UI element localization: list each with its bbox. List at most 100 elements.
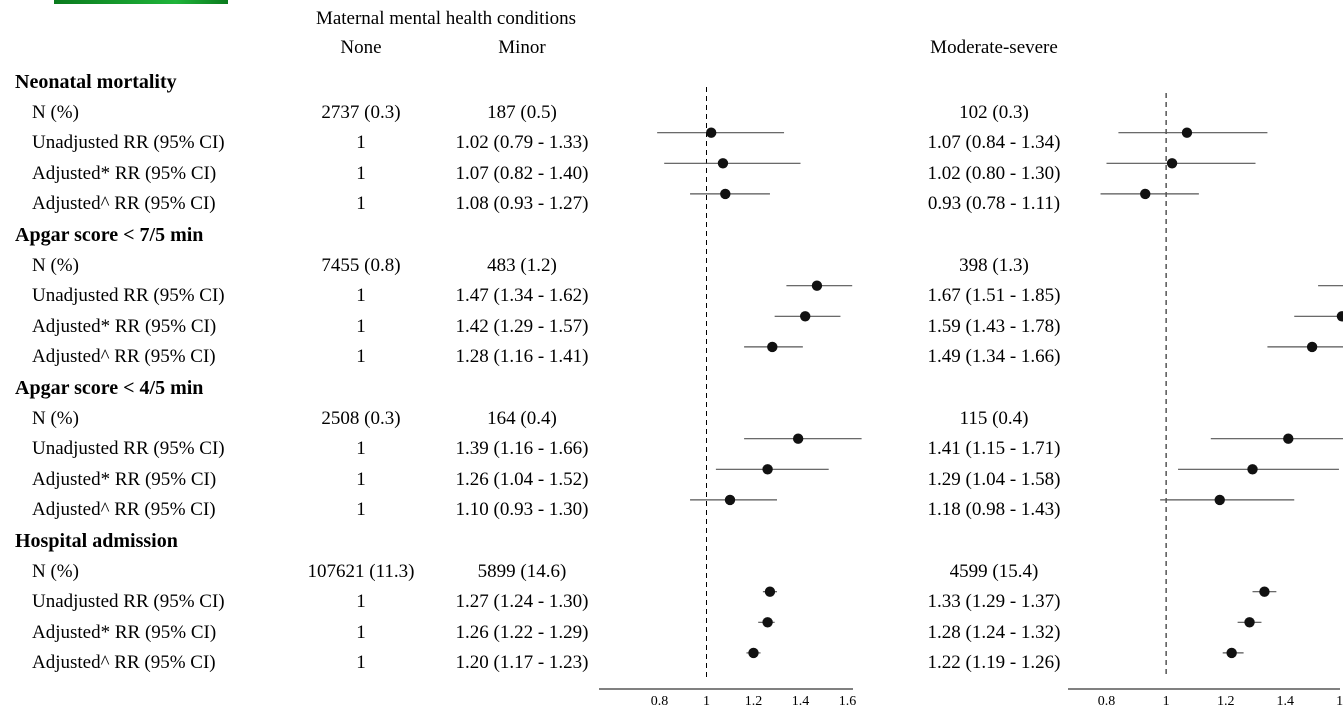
cell-none: 1 <box>356 315 366 337</box>
point-estimate <box>706 127 717 138</box>
column-header-minor: Minor <box>498 37 546 58</box>
point-estimate <box>1244 617 1255 628</box>
point-estimate <box>811 280 823 291</box>
cell-moderate-severe: 1.29 (1.04 - 1.58) <box>927 468 1061 490</box>
cell-none: 2737 (0.3) <box>321 101 401 123</box>
row-label: N (%) <box>32 101 79 123</box>
cell-none: 1 <box>356 499 366 521</box>
section-title: Hospital admission <box>15 530 178 552</box>
cell-moderate-severe: 1.59 (1.43 - 1.78) <box>927 315 1061 337</box>
cell-minor: 5899 (14.6) <box>477 560 567 582</box>
row-label: Unadjusted RR (95% CI) <box>32 285 225 307</box>
cell-moderate-severe: 1.41 (1.15 - 1.71) <box>927 438 1061 460</box>
cell-none: 2508 (0.3) <box>321 407 401 429</box>
section-title: Apgar score < 7/5 min <box>15 224 204 246</box>
point-estimate <box>724 494 736 506</box>
point-estimate <box>800 311 811 322</box>
cell-moderate-severe: 0.93 (0.78 - 1.11) <box>927 193 1061 215</box>
cell-minor: 1.07 (0.82 - 1.40) <box>455 162 589 184</box>
cell-minor: 1.26 (1.22 - 1.29) <box>455 621 589 643</box>
cell-minor: 187 (0.5) <box>487 101 557 123</box>
point-estimate <box>1140 188 1151 200</box>
cell-minor: 1.27 (1.24 - 1.30) <box>455 591 589 613</box>
cell-none: 107621 (11.3) <box>307 560 415 582</box>
cell-none: 7455 (0.8) <box>321 254 401 276</box>
x-tick-label: 1 <box>1163 694 1170 709</box>
x-tick-label: 0.8 <box>1098 694 1116 709</box>
row-label: N (%) <box>32 560 79 582</box>
point-estimate <box>762 464 773 475</box>
row-label: N (%) <box>32 254 79 276</box>
x-tick-label: 1.6 <box>1336 694 1343 709</box>
cell-moderate-severe: 1.22 (1.19 - 1.26) <box>927 652 1061 674</box>
column-header-moderate-severe: Moderate-severe <box>930 37 1058 58</box>
point-estimate <box>1259 586 1270 597</box>
cell-minor: 164 (0.4) <box>487 407 557 429</box>
cell-minor: 483 (1.2) <box>487 254 557 276</box>
x-tick-label: 1.4 <box>792 694 810 709</box>
cell-minor: 1.42 (1.29 - 1.57) <box>455 315 589 337</box>
cell-minor: 1.47 (1.34 - 1.62) <box>455 285 589 307</box>
point-estimate <box>717 158 729 169</box>
point-estimate <box>1247 464 1258 475</box>
cell-moderate-severe: 1.49 (1.34 - 1.66) <box>927 346 1061 368</box>
cell-none: 1 <box>356 346 366 368</box>
cell-moderate-severe: 102 (0.3) <box>959 101 1029 123</box>
point-estimate <box>1166 158 1178 169</box>
row-label: Adjusted* RR (95% CI) <box>32 468 217 490</box>
cell-none: 1 <box>356 591 366 613</box>
cell-minor: 1.08 (0.93 - 1.27) <box>455 193 589 215</box>
cell-minor: 1.26 (1.04 - 1.52) <box>455 468 589 490</box>
x-tick-label: 0.8 <box>651 694 669 709</box>
row-label: Adjusted^ RR (95% CI) <box>32 499 216 521</box>
logo-accent-bar <box>54 0 228 4</box>
point-estimate <box>764 586 776 597</box>
cell-moderate-severe: 398 (1.3) <box>959 254 1029 276</box>
cell-minor: 1.10 (0.93 - 1.30) <box>455 499 589 521</box>
cell-none: 1 <box>356 652 366 674</box>
group-title: Maternal mental health conditions <box>315 8 577 29</box>
cell-minor: 1.02 (0.79 - 1.33) <box>455 132 589 154</box>
cell-moderate-severe: 1.28 (1.24 - 1.32) <box>927 621 1061 643</box>
cell-minor: 1.39 (1.16 - 1.66) <box>455 438 589 460</box>
point-estimate <box>792 433 804 444</box>
cell-moderate-severe: 1.33 (1.29 - 1.37) <box>927 591 1061 613</box>
row-label: Unadjusted RR (95% CI) <box>32 591 225 613</box>
section-title: Apgar score < 4/5 min <box>15 377 204 399</box>
cell-none: 1 <box>356 132 366 154</box>
point-estimate <box>1214 494 1225 506</box>
point-estimate <box>762 617 773 628</box>
cell-none: 1 <box>356 285 366 307</box>
x-tick-label: 1.4 <box>1277 694 1295 709</box>
point-estimate <box>1336 311 1343 322</box>
cell-moderate-severe: 1.02 (0.80 - 1.30) <box>927 162 1061 184</box>
row-label: N (%) <box>32 407 79 429</box>
cell-moderate-severe: 1.18 (0.98 - 1.43) <box>927 499 1061 521</box>
row-label: Adjusted^ RR (95% CI) <box>32 193 216 215</box>
row-label: Unadjusted RR (95% CI) <box>32 438 225 460</box>
row-label: Adjusted* RR (95% CI) <box>32 315 217 337</box>
cell-moderate-severe: 4599 (15.4) <box>949 560 1039 582</box>
point-estimate <box>720 188 731 200</box>
column-header-none: None <box>340 37 382 58</box>
row-label: Adjusted^ RR (95% CI) <box>32 652 216 674</box>
x-tick-label: 1.6 <box>839 694 857 709</box>
cell-none: 1 <box>356 162 366 184</box>
cell-moderate-severe: 1.07 (0.84 - 1.34) <box>927 132 1061 154</box>
cell-moderate-severe: 115 (0.4) <box>959 407 1029 429</box>
row-label: Adjusted^ RR (95% CI) <box>32 346 216 368</box>
x-tick-label: 1.2 <box>745 694 763 709</box>
point-estimate <box>767 341 778 353</box>
cell-moderate-severe: 1.67 (1.51 - 1.85) <box>927 285 1061 307</box>
point-estimate <box>1226 647 1237 659</box>
cell-none: 1 <box>356 193 366 215</box>
cell-none: 1 <box>356 621 366 643</box>
cell-none: 1 <box>356 468 366 490</box>
section-title: Neonatal mortality <box>15 71 177 93</box>
point-estimate <box>748 647 759 659</box>
x-tick-label: 1 <box>703 694 710 709</box>
cell-minor: 1.28 (1.16 - 1.41) <box>455 346 589 368</box>
row-label: Adjusted* RR (95% CI) <box>32 621 217 643</box>
point-estimate <box>1283 433 1294 444</box>
